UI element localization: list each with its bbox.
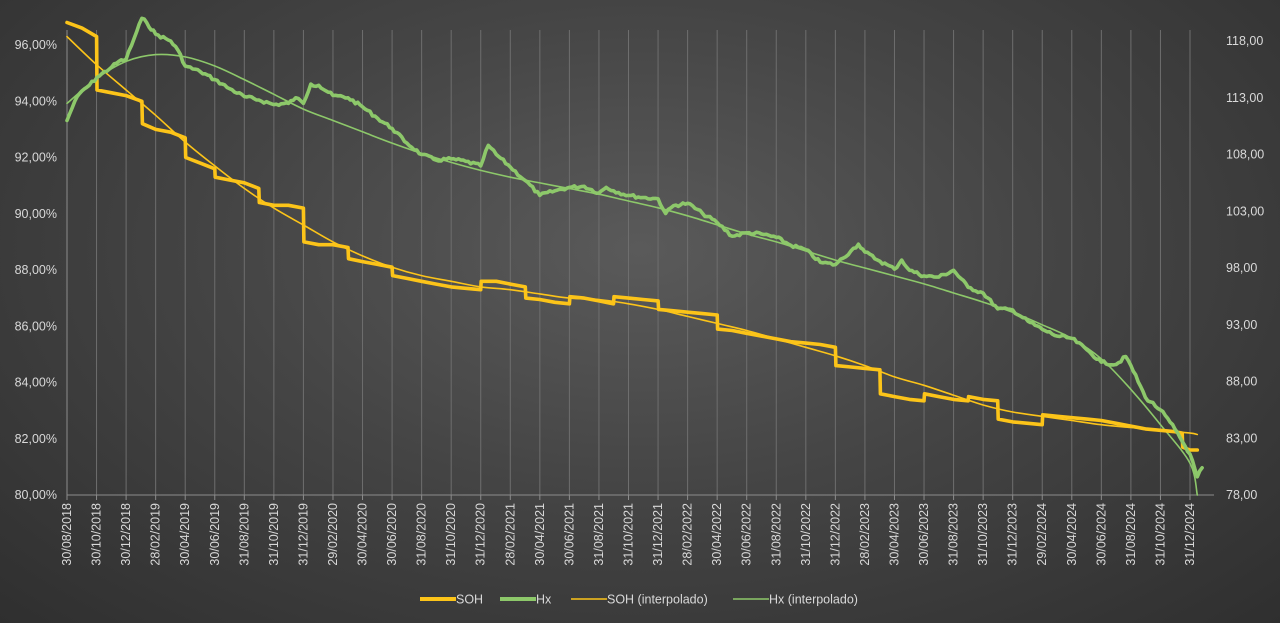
left-tick-label: 90,00% (15, 207, 57, 221)
x-tick-label: 28/02/2021 (503, 503, 517, 566)
left-tick-label: 82,00% (15, 432, 57, 446)
left-tick-label: 96,00% (15, 38, 57, 52)
x-tick-label: 28/02/2023 (858, 503, 872, 566)
x-tick-label: 31/12/2023 (1006, 503, 1020, 566)
x-tick-label: 30/06/2021 (562, 503, 576, 566)
x-tick-label: 31/10/2023 (976, 503, 990, 566)
x-tick-label: 28/02/2019 (149, 503, 163, 566)
legend-label: SOH (interpolado) (607, 593, 708, 607)
x-tick-label: 31/12/2022 (828, 503, 842, 566)
x-axis-dates: 30/08/2018 30/10/2018 30/12/2018 28/02/2019… (60, 494, 1214, 566)
x-tick-label: 30/04/2019 (178, 503, 192, 566)
right-tick-label: 93,00 (1226, 318, 1257, 332)
left-tick-label: 88,00% (15, 263, 57, 277)
x-tick-label: 31/12/2021 (651, 503, 665, 566)
right-tick-label: 98,00 (1226, 261, 1257, 275)
series-lines (65, 16, 1204, 496)
right-tick-label: 113,00 (1226, 91, 1263, 105)
x-tick-label: 29/02/2024 (1035, 503, 1049, 566)
left-tick-label: 86,00% (15, 319, 57, 333)
right-axis-hx: 78,00 83,00 88,00 93,00 98,00 103,00 108,00 113… (1226, 34, 1264, 502)
x-tick-label: 30/06/2022 (740, 503, 754, 566)
x-tick-label: 31/10/2021 (622, 503, 636, 566)
x-tick-label: 30/06/2019 (208, 503, 222, 566)
x-tick-label: 31/12/2020 (474, 503, 488, 566)
right-tick-label: 83,00 (1226, 431, 1257, 445)
left-tick-label: 80,00% (15, 488, 57, 502)
x-tick-label: 30/10/2018 (90, 503, 104, 566)
left-tick-label: 94,00% (15, 94, 57, 108)
right-tick-label: 103,00 (1226, 204, 1264, 218)
x-tick-label: 30/12/2018 (119, 503, 133, 566)
x-tick-label: 31/08/2019 (237, 503, 251, 566)
x-tick-label: 30/04/2020 (356, 503, 370, 566)
x-tick-label: 30/08/2018 (60, 503, 74, 566)
x-tick-label: 31/12/2024 (1183, 503, 1197, 566)
x-tick-label: 31/10/2024 (1153, 503, 1167, 566)
left-axis-soh: 80,00% 82,00% 84,00% 86,00% 88,00% 90,00% 92,0… (15, 30, 68, 502)
x-tick-label: 31/08/2022 (769, 503, 783, 566)
x-tick-label: 30/04/2023 (887, 503, 901, 566)
series-hx-interpolado (66, 53, 1199, 496)
left-tick-label: 84,00% (15, 376, 57, 390)
right-tick-label: 108,00 (1226, 148, 1264, 162)
legend-label: SOH (456, 593, 483, 607)
right-tick-label: 118,00 (1226, 34, 1263, 48)
series-soh-interpolado (66, 35, 1199, 436)
left-tick-label: 92,00% (15, 151, 57, 165)
right-tick-label: 78,00 (1226, 488, 1257, 502)
legend: SOH Hx SOH (interpolado) Hx (interpolado) (420, 593, 858, 607)
x-tick-label: 30/06/2020 (385, 503, 399, 566)
x-tick-label: 31/10/2020 (444, 503, 458, 566)
x-tick-label: 30/06/2023 (917, 503, 931, 566)
x-tick-label: 28/02/2022 (681, 503, 695, 566)
vertical-gridlines (66, 30, 1191, 495)
x-tick-label: 29/02/2020 (326, 503, 340, 566)
x-tick-label: 31/10/2022 (799, 503, 813, 566)
x-tick-label: 31/10/2019 (267, 503, 281, 566)
legend-label: Hx (interpolado) (769, 593, 858, 607)
x-tick-label: 30/04/2022 (710, 503, 724, 566)
x-tick-label: 31/08/2024 (1124, 503, 1138, 566)
x-tick-label: 30/06/2024 (1094, 503, 1108, 566)
x-tick-label: 30/04/2021 (533, 503, 547, 566)
legend-label: Hx (536, 593, 552, 607)
x-tick-label: 31/12/2019 (296, 503, 310, 566)
series-soh (65, 20, 1200, 452)
x-tick-label: 31/08/2021 (592, 503, 606, 566)
series-hx (65, 16, 1204, 479)
right-tick-label: 88,00 (1226, 375, 1257, 389)
x-tick-label: 31/08/2023 (947, 503, 961, 566)
x-tick-label: 30/04/2024 (1065, 503, 1079, 566)
x-tick-label: 31/08/2020 (415, 503, 429, 566)
